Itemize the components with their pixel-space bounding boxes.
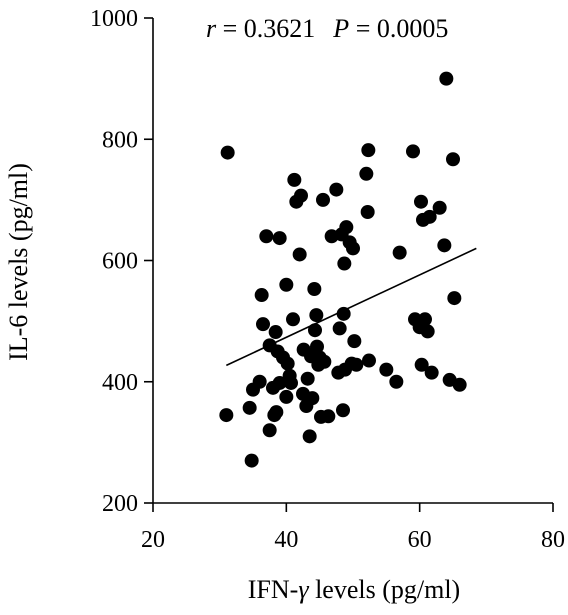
data-point <box>307 281 322 296</box>
data-point <box>284 375 298 390</box>
x-ticks: 20 40 60 80 <box>141 503 565 553</box>
data-point <box>279 389 294 404</box>
y-tick-label: 1000 <box>90 6 138 32</box>
data-point <box>268 325 283 340</box>
data-point <box>220 145 235 160</box>
data-point <box>439 71 454 86</box>
data-point <box>362 353 376 368</box>
x-tick-label: 80 <box>541 527 565 553</box>
data-point <box>321 409 336 424</box>
data-point <box>308 323 322 338</box>
data-point <box>346 241 360 256</box>
data-point <box>329 182 344 197</box>
data-point <box>317 354 332 369</box>
x-axis-title-prefix: IFN- <box>248 575 299 604</box>
data-point <box>446 152 460 167</box>
data-point <box>447 291 462 306</box>
data-point <box>300 371 315 386</box>
data-point <box>219 408 234 423</box>
data-point <box>272 231 287 246</box>
x-axis-title-symbol: γ <box>298 575 309 604</box>
y-axis-title: IL-6 levels (pg/ml) <box>4 163 33 361</box>
y-tick-label: 600 <box>102 249 138 275</box>
data-point <box>259 229 274 244</box>
data-point <box>280 356 295 371</box>
data-point <box>432 200 447 215</box>
data-point <box>360 205 375 219</box>
data-point <box>389 374 404 389</box>
data-point <box>422 209 437 224</box>
data-point <box>392 245 407 260</box>
data-point <box>452 377 467 392</box>
data-point <box>424 365 439 380</box>
data-point <box>347 334 362 349</box>
data-point <box>336 403 350 418</box>
r-value: = 0.3621 <box>216 14 315 43</box>
data-point <box>437 238 452 253</box>
data-point <box>292 247 307 262</box>
data-point <box>262 423 277 438</box>
data-point <box>287 172 302 187</box>
data-point <box>310 339 324 354</box>
p-symbol: P <box>332 14 349 43</box>
data-point <box>272 375 287 390</box>
x-tick-label: 20 <box>141 527 165 553</box>
data-point <box>420 324 435 339</box>
data-point <box>302 429 317 444</box>
data-point <box>414 194 428 209</box>
data-point <box>332 321 347 336</box>
x-axis-title: IFN-γ levels (pg/ml) <box>248 575 460 604</box>
data-point <box>316 192 330 207</box>
data-point <box>349 357 364 372</box>
data-point <box>294 188 308 203</box>
data-point <box>254 288 269 303</box>
data-point <box>305 391 320 406</box>
data-point <box>339 220 354 235</box>
x-tick-label: 40 <box>274 527 298 553</box>
data-point <box>252 374 267 389</box>
data-point <box>406 144 420 159</box>
x-tick-label: 60 <box>408 527 432 553</box>
y-tick-label: 200 <box>102 491 138 517</box>
data-point <box>337 256 352 271</box>
data-point <box>269 405 284 420</box>
data-point <box>244 453 259 468</box>
r-symbol: r <box>206 14 217 43</box>
y-tick-label: 800 <box>102 127 138 153</box>
data-point <box>359 166 374 181</box>
data-point <box>256 317 270 332</box>
data-point <box>336 306 351 321</box>
y-ticks: 200 400 600 800 1000 <box>90 6 153 517</box>
data-point <box>286 312 300 327</box>
p-value: = 0.0005 <box>349 14 448 43</box>
data-point <box>414 357 429 372</box>
correlation-annotation: r = 0.3621 P = 0.0005 <box>206 14 448 43</box>
data-points <box>219 71 467 468</box>
x-axis-title-suffix: levels (pg/ml) <box>309 575 461 604</box>
data-point <box>279 277 294 292</box>
data-point <box>418 312 432 327</box>
data-point <box>309 308 324 323</box>
data-point <box>242 400 257 415</box>
data-point <box>361 143 376 158</box>
y-tick-label: 400 <box>102 370 138 396</box>
data-point <box>379 362 394 377</box>
